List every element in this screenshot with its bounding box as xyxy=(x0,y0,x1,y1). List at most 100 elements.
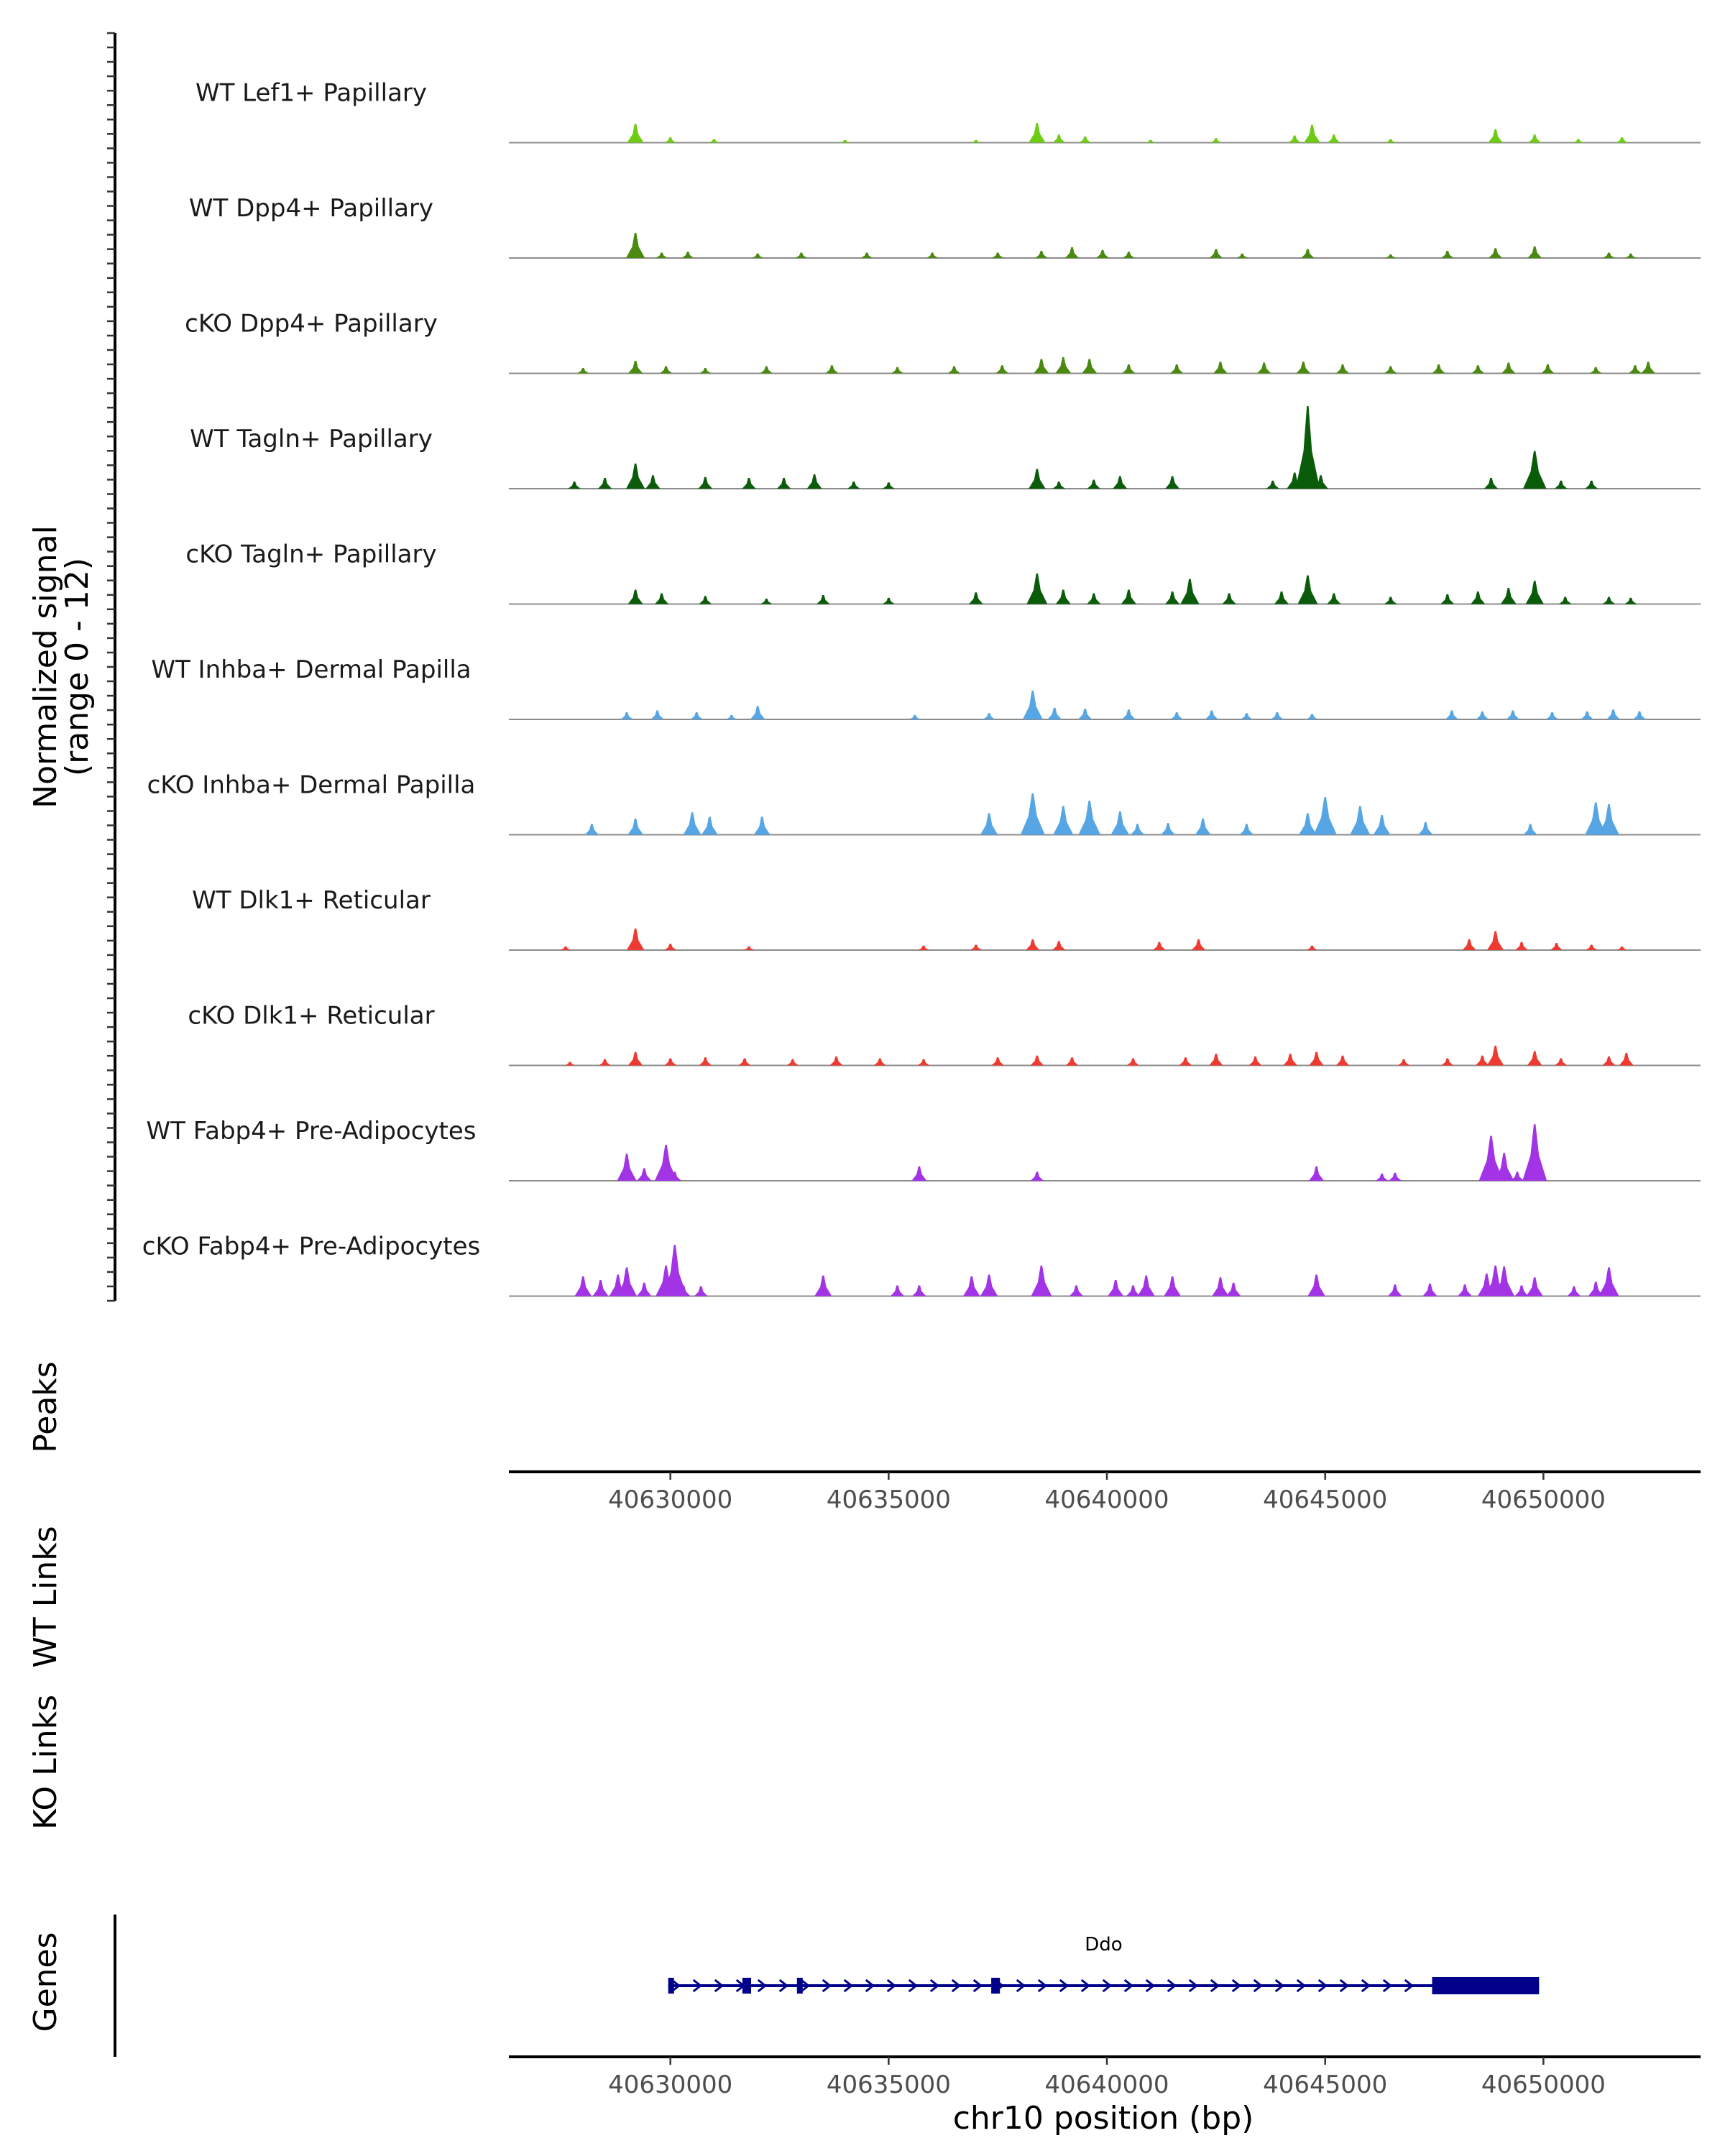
signal-peak xyxy=(814,1275,832,1296)
signal-peak xyxy=(1616,137,1628,143)
signal-peak xyxy=(969,592,983,604)
signal-peak xyxy=(1554,480,1568,489)
signal-peak xyxy=(627,124,644,143)
signal-peak xyxy=(1055,589,1071,604)
signal-peak xyxy=(1471,365,1485,374)
track-10: WT Fabp4+ Pre-Adipocytes xyxy=(147,1117,1701,1181)
signal-peak xyxy=(1283,1054,1297,1066)
signal-peak xyxy=(1388,1172,1402,1181)
signal-peak xyxy=(1462,939,1476,950)
peaks-panel-label: Peaks xyxy=(27,1361,64,1452)
gene-x-tick-label: 40645000 xyxy=(1263,2070,1387,2099)
signal-peak xyxy=(1384,139,1397,143)
signal-peak xyxy=(760,599,773,604)
strand-arrow xyxy=(1296,1978,1307,1993)
signal-peak xyxy=(995,365,1009,374)
signal-peak xyxy=(664,137,676,143)
signal-peak xyxy=(564,1061,576,1066)
signal-peak xyxy=(654,1145,678,1181)
signal-peak xyxy=(1170,364,1184,374)
signal-peak xyxy=(750,706,765,719)
signal-peak xyxy=(752,253,764,258)
signal-peak xyxy=(1384,596,1397,604)
signal-peak xyxy=(676,1285,691,1296)
signal-peak xyxy=(847,482,860,489)
signal-peak xyxy=(1113,476,1128,489)
track-11: cKO Fabp4+ Pre-Adipocytes xyxy=(142,1233,1701,1297)
wt-links-panel-label: WT Links xyxy=(27,1526,64,1667)
signal-peak xyxy=(628,361,643,374)
signal-peak xyxy=(617,1153,637,1181)
signal-peak xyxy=(664,944,677,950)
signal-peak xyxy=(1422,1284,1438,1296)
signal-peak xyxy=(873,1058,886,1066)
signal-peak xyxy=(760,366,773,374)
signal-peak xyxy=(1307,1274,1325,1296)
signal-peak xyxy=(882,597,895,604)
signal-peak xyxy=(690,712,703,719)
signal-peak xyxy=(654,593,669,604)
signal-peak xyxy=(1388,1284,1402,1296)
strand-arrow xyxy=(1102,1978,1113,1993)
signal-peak xyxy=(980,1274,998,1296)
signal-peak xyxy=(1205,710,1218,719)
signal-y-axis xyxy=(107,32,116,1302)
signal-peak xyxy=(1248,1056,1262,1066)
signal-peak xyxy=(1567,1286,1581,1296)
signal-peak xyxy=(1271,712,1284,719)
signal-peak xyxy=(753,816,770,835)
gene-exon xyxy=(668,1978,674,1994)
signal-peak xyxy=(816,595,830,604)
strand-arrow xyxy=(1188,1978,1199,1993)
strand-arrow xyxy=(1404,1978,1414,1993)
signal-peak xyxy=(1350,806,1371,835)
signal-peak xyxy=(626,929,645,950)
strand-arrow xyxy=(1059,1978,1070,1993)
strand-arrow xyxy=(1339,1978,1350,1993)
strand-arrow xyxy=(1361,1978,1371,1993)
signal-peak xyxy=(1486,931,1504,950)
signal-peak xyxy=(1445,710,1458,719)
signal-peak xyxy=(1213,361,1228,374)
signal-peak xyxy=(1209,1054,1223,1066)
signal-peak xyxy=(1528,134,1542,143)
signal-peak xyxy=(1606,709,1620,719)
signal-peak xyxy=(1274,591,1289,604)
signal-peak xyxy=(1335,1055,1350,1066)
signal-peak xyxy=(1501,362,1516,374)
signal-peak xyxy=(1397,1059,1410,1066)
signal-peak xyxy=(1515,941,1528,950)
peaks-x-axis: 40630000 40635000 40640000 40645000 40650000 xyxy=(509,1470,1701,1514)
signal-peak xyxy=(1301,249,1315,258)
track-label: cKO Dlk1+ Reticular xyxy=(188,1002,434,1031)
y-axis-title-line2: (range 0 - 12) xyxy=(59,558,96,776)
signal-peak xyxy=(699,368,712,374)
strand-arrow xyxy=(1037,1978,1048,1993)
track-label: cKO Inhba+ Dermal Papilla xyxy=(147,771,476,800)
signal-peak xyxy=(1573,139,1584,143)
signal-peak xyxy=(1130,824,1145,835)
signal-peak xyxy=(1031,1266,1052,1296)
signal-peak xyxy=(1030,1171,1044,1181)
signal-peak xyxy=(1585,944,1598,950)
signal-peak xyxy=(1585,802,1607,835)
signal-peak xyxy=(1484,478,1499,489)
signal-peak xyxy=(616,1267,637,1296)
signal-peak xyxy=(1295,406,1320,489)
signal-peak xyxy=(1628,365,1642,374)
track-9: cKO Dlk1+ Reticular xyxy=(188,1002,1701,1067)
strand-arrow xyxy=(1274,1978,1285,1993)
track-label: WT Inhba+ Dermal Papilla xyxy=(151,655,471,684)
track-label: cKO Tagln+ Papillary xyxy=(185,540,436,569)
signal-peak xyxy=(620,712,633,719)
track-label: WT Tagln+ Papillary xyxy=(190,425,433,453)
strand-arrow xyxy=(1123,1978,1134,1993)
signal-peak xyxy=(1052,134,1066,143)
signal-peak xyxy=(1304,124,1320,143)
signal-peak xyxy=(1624,253,1637,258)
signal-peak xyxy=(1165,591,1180,604)
strand-arrow xyxy=(1210,1978,1220,1993)
coverage-tracks: WT Lef1+ Papillary WT Dpp4+ Papillary cKO … xyxy=(142,79,1701,1297)
gene-exon xyxy=(1432,1977,1540,1994)
signal-peak xyxy=(662,1245,687,1296)
